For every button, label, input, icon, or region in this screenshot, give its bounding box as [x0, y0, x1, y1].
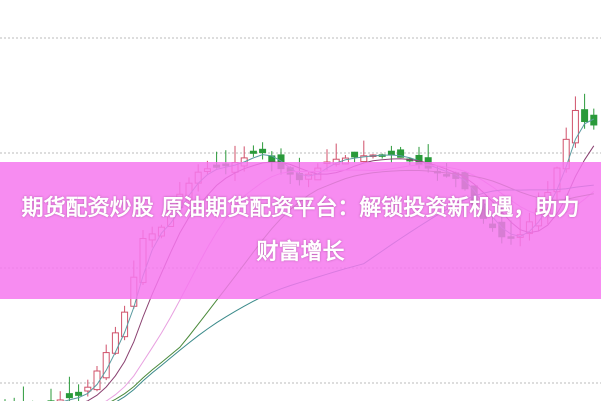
candle-body — [84, 386, 92, 392]
candle-body — [571, 109, 579, 144]
candle-body — [65, 393, 73, 399]
candle-body — [360, 155, 368, 163]
candle-body — [249, 150, 257, 154]
candle-body — [259, 148, 267, 154]
candle-body — [581, 109, 589, 123]
candle-body — [351, 151, 359, 158]
candle-body — [56, 399, 64, 401]
candle-body — [387, 150, 395, 156]
article-title: 期货配资炒股 原油期货配资平台：解锁投资新机遇，助力财富增长 — [21, 195, 580, 265]
candle-body — [75, 391, 83, 396]
candle-body — [111, 332, 119, 354]
candle-body — [397, 149, 405, 158]
title-banner: 期货配资炒股 原油期货配资平台：解锁投资新机遇，助力财富增长 — [0, 162, 601, 299]
